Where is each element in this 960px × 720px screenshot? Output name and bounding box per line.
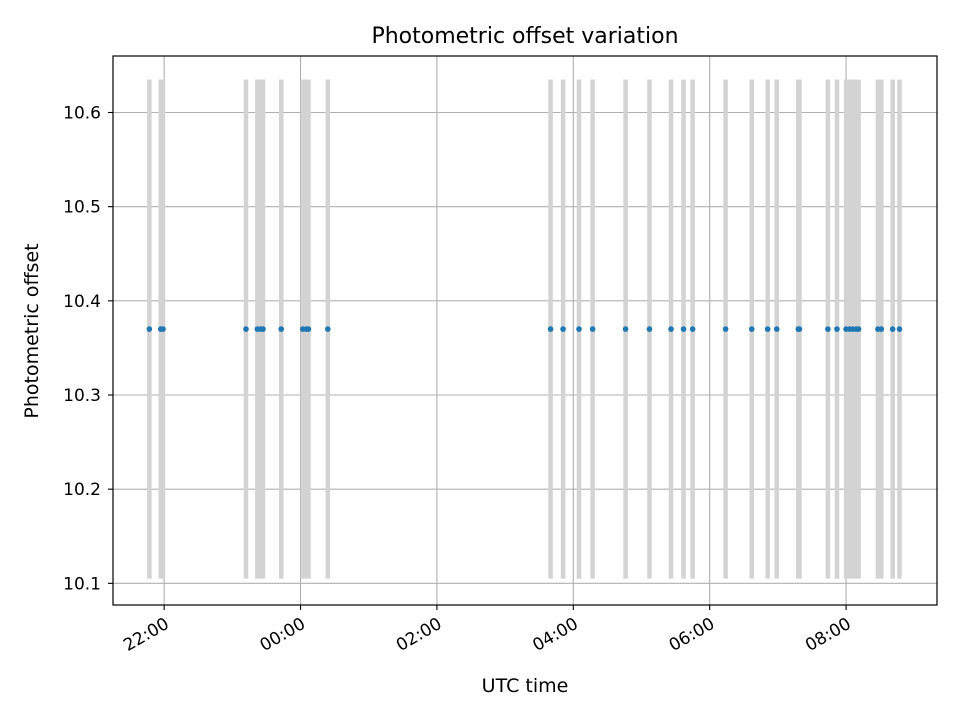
y-tick-label: 10.3 (63, 386, 101, 406)
y-axis-label: Photometric offset (21, 243, 43, 418)
y-tick-label: 10.2 (63, 480, 101, 500)
data-point (773, 326, 780, 332)
data-point (160, 326, 166, 332)
y-tick-label: 10.5 (63, 198, 101, 218)
data-point (260, 326, 266, 332)
x-axis-label: UTC time (482, 675, 569, 697)
data-point (560, 326, 566, 332)
data-point (547, 326, 554, 332)
plot-area-frame (112, 55, 938, 606)
y-tick-label: 10.4 (63, 292, 101, 312)
data-point (834, 326, 840, 332)
chart-title: Photometric offset variation (371, 24, 678, 49)
data-point (146, 326, 153, 332)
data-point (576, 326, 582, 332)
data-point (243, 326, 249, 332)
data-point (796, 326, 803, 332)
y-tick-label: 10.1 (63, 574, 101, 594)
data-point (896, 326, 903, 332)
data-point (622, 326, 629, 332)
data-points (146, 326, 903, 332)
data-point (855, 326, 862, 332)
data-point (668, 326, 674, 332)
data-point (325, 326, 331, 332)
y-axis-ticks: 10.1 10.2 10.3 10.4 10.5 10.6 (63, 104, 113, 594)
data-point (278, 326, 285, 332)
data-point (589, 326, 596, 332)
data-point (825, 326, 831, 332)
data-point (748, 326, 755, 332)
data-point (878, 326, 885, 332)
data-point (764, 326, 771, 332)
y-tick-label: 10.6 (63, 104, 101, 124)
data-point (722, 326, 729, 332)
data-point (305, 326, 312, 332)
data-point (889, 326, 896, 332)
data-point (689, 326, 696, 332)
data-point (646, 326, 653, 332)
data-point (680, 326, 687, 332)
